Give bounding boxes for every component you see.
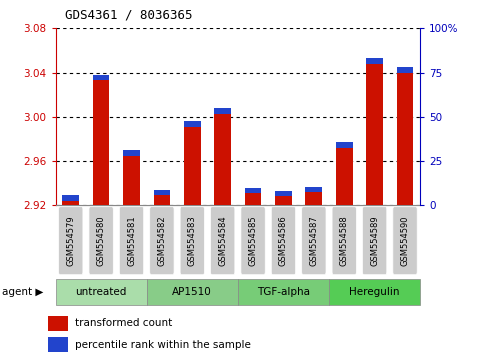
Text: TGF-alpha: TGF-alpha	[257, 287, 310, 297]
Bar	[62, 195, 79, 201]
Bar	[305, 187, 322, 192]
Bar	[154, 195, 170, 205]
Bar	[275, 191, 292, 196]
Bar	[336, 142, 353, 148]
Bar	[184, 121, 200, 127]
FancyBboxPatch shape	[238, 279, 329, 306]
FancyBboxPatch shape	[56, 279, 147, 306]
Bar	[336, 148, 353, 205]
FancyBboxPatch shape	[89, 207, 114, 275]
Bar	[62, 201, 79, 205]
FancyBboxPatch shape	[150, 207, 174, 275]
Text: GSM554590: GSM554590	[400, 216, 410, 266]
FancyBboxPatch shape	[332, 207, 356, 275]
Text: GSM554587: GSM554587	[309, 215, 318, 266]
Bar	[245, 188, 261, 193]
FancyBboxPatch shape	[302, 207, 326, 275]
Bar	[123, 150, 140, 155]
Bar	[48, 337, 68, 352]
Bar	[154, 190, 170, 195]
Text: transformed count: transformed count	[75, 318, 172, 329]
Text: GSM554584: GSM554584	[218, 215, 227, 266]
Text: AP1510: AP1510	[172, 287, 212, 297]
FancyBboxPatch shape	[211, 207, 235, 275]
FancyBboxPatch shape	[241, 207, 265, 275]
Text: GDS4361 / 8036365: GDS4361 / 8036365	[65, 9, 193, 22]
Text: GSM554585: GSM554585	[249, 215, 257, 266]
Text: GSM554588: GSM554588	[340, 215, 349, 266]
FancyBboxPatch shape	[147, 279, 238, 306]
Bar	[123, 155, 140, 205]
Text: GSM554586: GSM554586	[279, 215, 288, 266]
Text: agent ▶: agent ▶	[2, 287, 44, 297]
Text: GSM554589: GSM554589	[370, 215, 379, 266]
Bar	[184, 127, 200, 205]
Bar	[397, 67, 413, 73]
Bar	[214, 108, 231, 114]
Text: GSM554581: GSM554581	[127, 215, 136, 266]
Text: percentile rank within the sample: percentile rank within the sample	[75, 339, 251, 350]
Text: GSM554580: GSM554580	[97, 215, 106, 266]
Bar	[93, 80, 110, 205]
Bar	[366, 64, 383, 205]
FancyBboxPatch shape	[393, 207, 417, 275]
Text: GSM554579: GSM554579	[66, 215, 75, 266]
Text: GSM554582: GSM554582	[157, 215, 167, 266]
Bar	[48, 316, 68, 331]
Bar	[275, 196, 292, 205]
FancyBboxPatch shape	[362, 207, 387, 275]
Bar	[305, 192, 322, 205]
Bar	[214, 114, 231, 205]
FancyBboxPatch shape	[180, 207, 204, 275]
Bar	[93, 75, 110, 80]
Bar	[366, 58, 383, 64]
FancyBboxPatch shape	[329, 279, 420, 306]
FancyBboxPatch shape	[58, 207, 83, 275]
FancyBboxPatch shape	[119, 207, 143, 275]
Text: untreated: untreated	[75, 287, 127, 297]
Bar	[245, 193, 261, 205]
Text: GSM554583: GSM554583	[188, 215, 197, 266]
Text: Heregulin: Heregulin	[349, 287, 400, 297]
Bar	[397, 73, 413, 205]
FancyBboxPatch shape	[271, 207, 296, 275]
